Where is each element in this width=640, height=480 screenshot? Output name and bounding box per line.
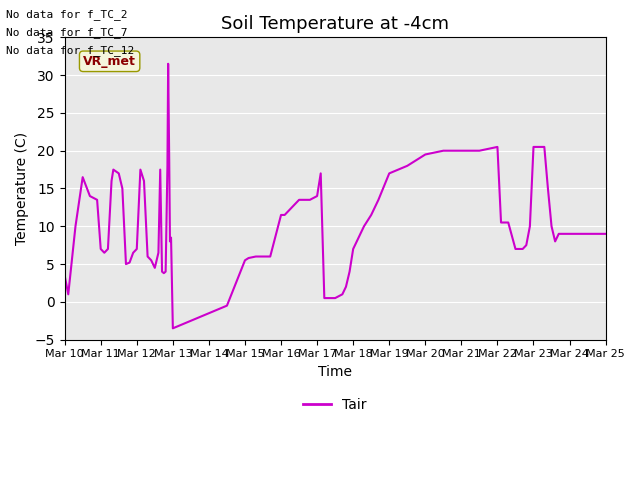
Legend: Tair: Tair bbox=[298, 392, 372, 418]
Text: No data for f_TC_7: No data for f_TC_7 bbox=[6, 27, 128, 38]
X-axis label: Time: Time bbox=[318, 365, 352, 379]
Text: VR_met: VR_met bbox=[83, 55, 136, 68]
Text: No data for f_TC_12: No data for f_TC_12 bbox=[6, 45, 134, 56]
Text: No data for f_TC_2: No data for f_TC_2 bbox=[6, 9, 128, 20]
Y-axis label: Temperature (C): Temperature (C) bbox=[15, 132, 29, 245]
Title: Soil Temperature at -4cm: Soil Temperature at -4cm bbox=[221, 15, 449, 33]
